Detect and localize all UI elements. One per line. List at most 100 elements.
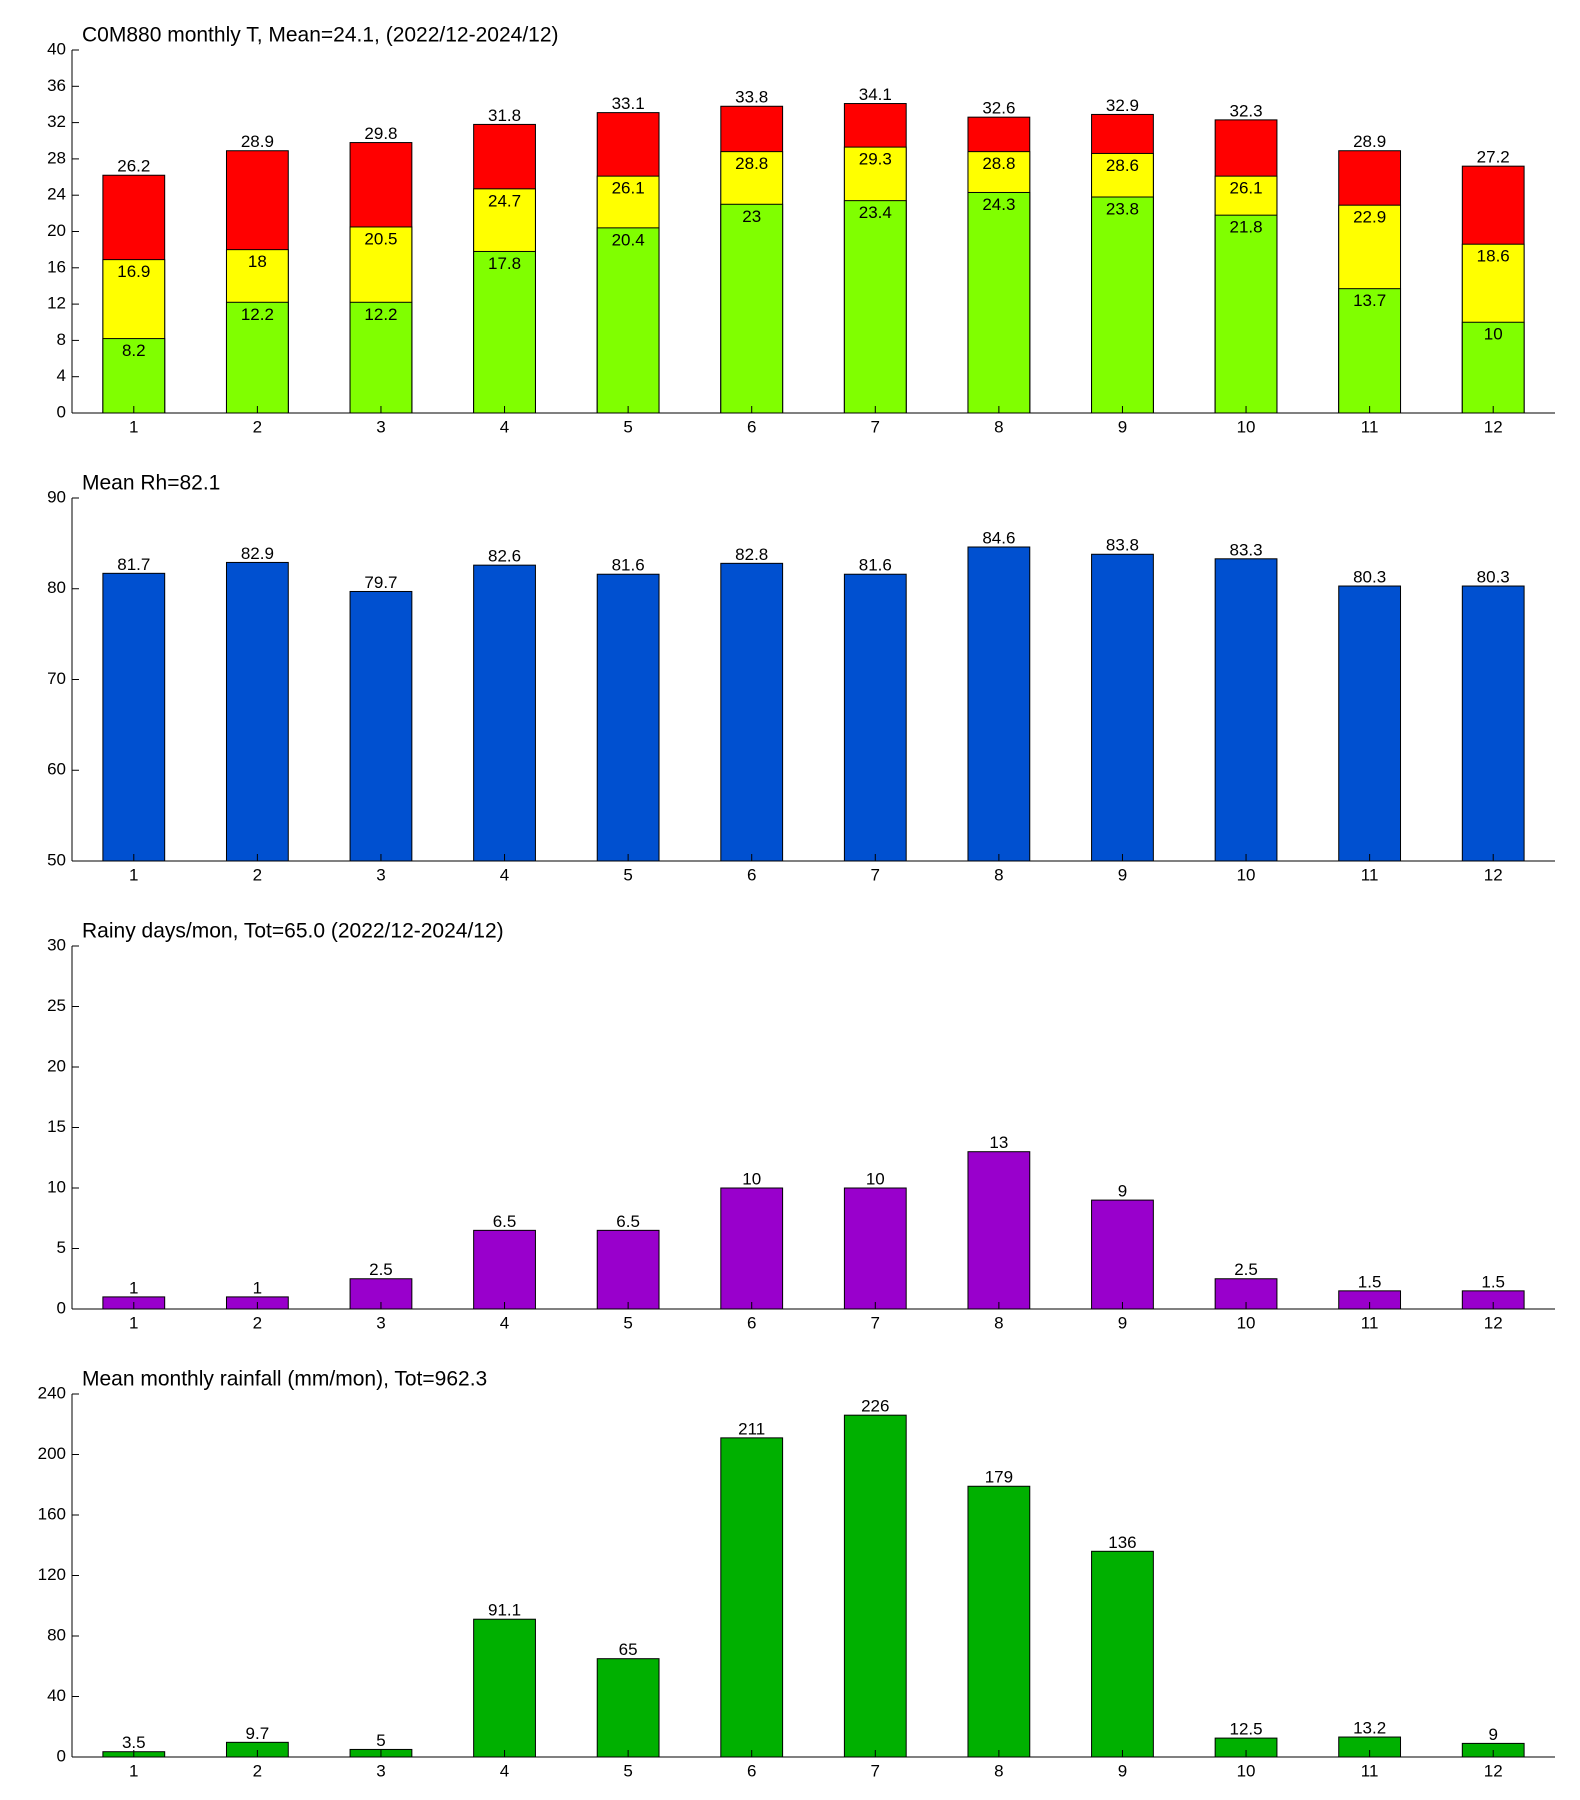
value-label: 136 [1108,1533,1136,1552]
y-tick-label: 40 [47,1686,66,1705]
y-tick-label: 80 [47,1625,66,1644]
bar [102,572,166,862]
value-label: 179 [985,1468,1013,1487]
value-label: 28.9 [241,132,274,151]
x-tick-label: 7 [871,1761,880,1780]
y-tick-label: 4 [57,366,66,385]
value-label: 2.5 [1234,1260,1258,1279]
y-tick-label: 200 [38,1444,66,1463]
y-tick-label: 30 [47,935,66,954]
value-label: 24.3 [982,195,1015,214]
bar [596,227,660,414]
value-label: 82.9 [241,544,274,563]
y-tick-label: 0 [57,1298,66,1317]
bar [225,301,289,414]
x-tick-label: 8 [994,1761,1003,1780]
value-label: 1 [253,1278,262,1297]
value-label: 26.1 [612,179,645,198]
chart-title: Mean monthly rainfall (mm/mon), Tot=962.… [82,1368,487,1391]
value-label: 8.2 [122,341,146,360]
value-label: 12.5 [1229,1720,1262,1739]
bar [473,564,536,862]
x-tick-label: 9 [1118,865,1127,884]
bar [1091,553,1154,862]
x-tick-label: 2 [253,865,262,884]
x-tick-label: 10 [1237,1313,1256,1332]
bar [843,573,907,862]
value-label: 226 [861,1397,889,1416]
value-label: 21.8 [1229,218,1262,237]
bar [1214,214,1278,414]
value-label: 6.5 [493,1212,517,1231]
y-tick-label: 8 [57,330,66,349]
x-tick-label: 8 [994,1313,1003,1332]
x-tick-label: 10 [1237,1761,1256,1780]
value-label: 23.4 [859,203,892,222]
x-tick-label: 2 [253,1761,262,1780]
value-label: 17.8 [488,254,521,273]
x-tick-label: 4 [500,1313,509,1332]
y-tick-label: 0 [57,1746,66,1765]
value-label: 34.1 [859,85,892,104]
value-label: 81.7 [117,555,150,574]
chart-title: C0M880 monthly T, Mean=24.1, (2022/12-20… [82,24,559,47]
x-tick-label: 2 [253,1313,262,1332]
x-tick-label: 5 [623,1313,632,1332]
y-tick-label: 0 [57,402,66,421]
value-label: 82.8 [735,545,768,564]
x-tick-label: 6 [747,865,756,884]
x-tick-label: 5 [623,417,632,436]
value-label: 22.9 [1353,208,1386,227]
value-label: 29.8 [364,124,397,143]
value-label: 81.6 [612,556,645,575]
value-label: 211 [738,1419,765,1438]
value-label: 83.8 [1106,536,1139,555]
x-tick-label: 11 [1361,1313,1379,1332]
x-tick-label: 7 [871,1313,880,1332]
value-label: 1 [129,1278,138,1297]
y-tick-label: 50 [47,850,66,869]
bar [349,301,413,414]
bar [349,590,413,862]
y-tick-label: 20 [47,1056,66,1075]
bar [720,203,784,414]
x-tick-label: 9 [1118,1313,1127,1332]
x-tick-label: 12 [1484,1761,1503,1780]
value-label: 13.7 [1353,291,1386,310]
value-label: 9 [1488,1725,1497,1744]
y-tick-label: 120 [38,1565,66,1584]
y-tick-label: 40 [47,39,66,58]
bar [473,250,536,414]
bar [102,338,166,414]
x-tick-label: 5 [623,1761,632,1780]
y-tick-label: 24 [47,185,66,204]
bar [1091,1550,1154,1758]
value-label: 84.6 [982,528,1015,547]
y-tick-label: 5 [57,1238,66,1257]
value-label: 28.6 [1106,156,1139,175]
value-label: 26.2 [117,157,150,176]
value-label: 10 [1484,325,1503,344]
x-tick-label: 4 [500,1761,509,1780]
value-label: 33.1 [612,94,645,113]
value-label: 27.2 [1477,148,1510,167]
x-tick-label: 8 [994,417,1003,436]
value-label: 28.8 [982,154,1015,173]
value-label: 18 [248,252,267,271]
value-label: 9.7 [246,1724,270,1743]
x-tick-label: 3 [376,1313,385,1332]
bar [1091,1199,1154,1310]
x-tick-label: 11 [1361,417,1379,436]
y-tick-label: 10 [47,1177,66,1196]
bar [1091,196,1154,414]
x-tick-label: 6 [747,1761,756,1780]
value-label: 91.1 [488,1601,521,1620]
y-tick-label: 160 [38,1504,66,1523]
value-label: 32.6 [982,99,1015,118]
x-tick-label: 4 [500,417,509,436]
bar [720,1187,784,1310]
x-tick-label: 1 [129,1761,138,1780]
bar [967,1151,1031,1310]
x-tick-label: 9 [1118,417,1127,436]
